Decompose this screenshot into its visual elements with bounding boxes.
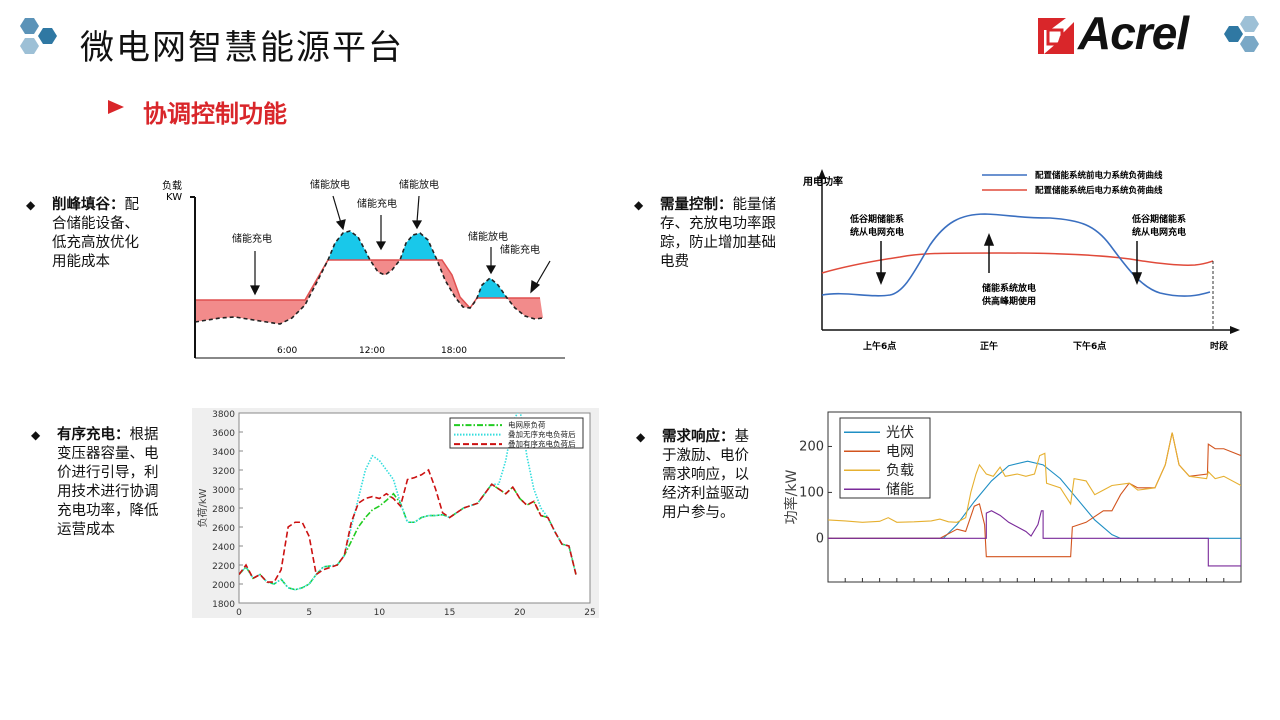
y-axis-label: 负载 (162, 179, 182, 192)
legend-label: 叠加无序充电负荷后 (508, 429, 576, 439)
demand-control-diagram: 用电功率 配置储能系统前电力系统负荷曲线 配置储能系统后电力系统负荷曲线 低谷期… (802, 169, 1240, 352)
legend-before-label: 配置储能系统前电力系统负荷曲线 (1035, 170, 1163, 181)
series-line-2 (239, 413, 577, 591)
orderly-charging-chart: 1800 2000 2200 2400 2600 2800 3000 3200 3400 3600… (196, 410, 596, 618)
annotation: 储能放电 (468, 230, 508, 243)
annotation: 储能充电 (500, 243, 540, 256)
legend (839, 417, 931, 499)
diamond-bullet-icon: ◆ (634, 198, 644, 212)
after-load-curve (821, 252, 1214, 274)
hexagon-decoration-icon (1224, 16, 1259, 52)
legend-label: 光伏 (886, 425, 914, 441)
diamond-bullet-icon: ◆ (636, 430, 646, 444)
before-load-curve (821, 213, 1211, 297)
y-tick-label: 2000 (212, 581, 235, 591)
x-axis-label: 时段 (1210, 340, 1229, 352)
y-tick-label: 3000 (212, 486, 235, 496)
y-tick-label: 0 (816, 531, 824, 546)
series-line-4 (828, 510, 1241, 567)
annotation: 储能放电 (399, 178, 439, 191)
y-tick-label: 100 (799, 485, 824, 500)
x-tick-label: 0 (236, 608, 242, 618)
legend-after-label: 配置储能系统后电力系统负荷曲线 (1035, 185, 1163, 196)
x-tick-label: 5 (306, 608, 312, 618)
section-title: 协调控制功能 (143, 100, 287, 128)
legend-label: 电网原负荷 (508, 420, 546, 430)
bullet-orderly-charging: ◆ 有序充电：根据变压器容量、电价进行引导，利用技术进行协调充电功率，降低运营成本 (31, 427, 159, 538)
y-tick-label: 200 (799, 439, 824, 454)
y-axis-unit: KW (166, 192, 182, 203)
section-arrow-icon (108, 100, 124, 114)
annotation: 储能系统放电 (982, 282, 1036, 294)
page-title: 微电网智慧能源平台 (80, 28, 404, 68)
annotation: 供高峰期使用 (981, 295, 1036, 307)
diamond-bullet-icon: ◆ (31, 428, 41, 442)
legend-label: 储能 (886, 482, 914, 498)
y-tick-label: 2200 (212, 562, 235, 572)
annotation: 统从电网充电 (850, 226, 904, 238)
x-tick-label: 25 (584, 608, 595, 618)
x-tick-label: 15 (444, 608, 455, 618)
y-tick-label: 1800 (212, 600, 235, 610)
tick-label: 6:00 (277, 346, 297, 356)
y-tick-label: 3800 (212, 410, 235, 420)
tick-label: 下午6点 (1073, 340, 1106, 352)
series-line-2 (828, 432, 1241, 558)
y-tick-label: 3200 (212, 467, 235, 477)
diamond-bullet-icon: ◆ (26, 198, 36, 212)
series-line-3 (828, 432, 1241, 523)
y-axis-label: 用电功率 (802, 175, 843, 188)
annotation: 储能充电 (357, 197, 397, 210)
annotation: 储能放电 (310, 178, 350, 191)
annotation: 储能充电 (232, 232, 272, 245)
bullet-demand-response: ◆ 需求响应：基于激励、电价需求响应，以经济利益驱动用户参与。 (636, 429, 749, 521)
y-tick-label: 3400 (212, 448, 235, 458)
annotation: 低谷期储能系 (849, 213, 904, 225)
bullet-peak-shaving: ◆ 削峰填谷：配合储能设备、低充高放优化用能成本 (26, 197, 139, 270)
acrel-logo: Acrel (1078, 7, 1189, 59)
legend-label: 电网 (886, 444, 914, 460)
legend (449, 417, 584, 449)
y-tick-label: 3600 (212, 429, 235, 439)
peak-shaving-diagram: 负载 KW 6:00 12:00 18:00 储能充电 储能放电 储能充电 储能… (162, 178, 565, 359)
y-axis-label: 负荷/kW (196, 488, 209, 527)
acrel-logo-mark-icon (1038, 18, 1074, 54)
original-load-line (194, 230, 544, 325)
tick-label: 正午 (980, 340, 998, 352)
annotation: 低谷期储能系 (1131, 213, 1186, 225)
x-tick-label: 10 (374, 608, 386, 618)
x-tick-label: 20 (514, 608, 526, 618)
tick-label: 18:00 (441, 346, 467, 356)
y-tick-label: 2400 (212, 543, 235, 553)
annotation: 统从电网充电 (1132, 226, 1186, 238)
tick-label: 12:00 (359, 346, 385, 356)
hexagon-logo-icon (20, 18, 57, 54)
y-tick-label: 2600 (212, 524, 235, 534)
series-line-3 (239, 468, 577, 583)
legend-label: 负载 (886, 463, 914, 479)
bullet-demand-control: ◆ 需量控制：能量储存、充放电功率跟踪，防止增加基础电费 (634, 197, 776, 270)
y-axis-label: 功率/kW (783, 470, 800, 525)
legend-label: 叠加有序充电负荷后 (508, 439, 576, 449)
y-tick-label: 2800 (212, 505, 235, 515)
tick-label: 上午6点 (863, 340, 896, 352)
